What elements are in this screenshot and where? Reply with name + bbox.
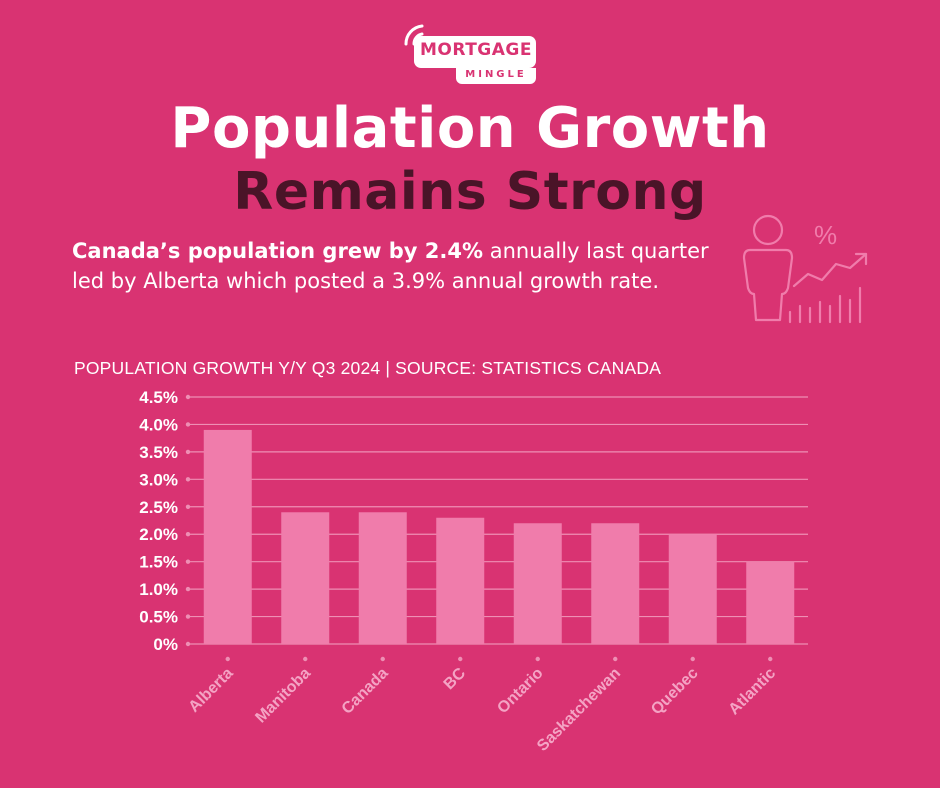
- bar: [513, 523, 562, 644]
- y-tick-label: 2.5%: [139, 498, 178, 517]
- y-tick-dot: [185, 559, 191, 564]
- y-tick-dot: [185, 449, 191, 455]
- logo-main-text: MORTGAGE: [420, 40, 532, 60]
- x-tick-label: Canada: [339, 665, 392, 718]
- intro-highlight: Canada’s population grew by 2.4%: [72, 239, 484, 263]
- x-tick-label: Manitoba: [252, 665, 314, 727]
- y-tick-label: 1.5%: [139, 553, 178, 572]
- y-tick-dot: [185, 422, 191, 427]
- logo-sub-text: MINGLE: [465, 69, 527, 80]
- y-tick-label: 4.5%: [139, 388, 178, 407]
- bar: [281, 512, 330, 644]
- person-head-icon: [752, 214, 784, 246]
- chart-bars: [203, 429, 795, 644]
- x-tick-label: Quebec: [648, 665, 702, 719]
- x-tick-label: BC: [441, 664, 470, 693]
- x-tick-dot: [458, 656, 463, 662]
- chart-x-axis: Alberta Manitoba Canada BC OntarioSaskatchew…: [186, 656, 780, 755]
- x-tick-dot: [613, 656, 618, 662]
- person-body-icon: [742, 248, 794, 322]
- chart-title: POPULATION GROWTH Y/Y Q3 2024 | SOURCE: …: [74, 358, 662, 378]
- y-tick-label: 0.5%: [139, 608, 178, 627]
- trend-line-icon: [792, 252, 868, 288]
- logo-badge: [414, 36, 536, 68]
- trend-arrow-icon: [854, 252, 868, 266]
- x-tick-dot: [303, 656, 308, 662]
- x-tick-dot: [380, 656, 385, 662]
- logo-sub-badge: [456, 68, 536, 84]
- person-growth-chart-icon: %: [742, 214, 868, 324]
- y-tick-label: 1.0%: [139, 580, 178, 599]
- bar: [436, 517, 485, 644]
- x-tick-label: Atlantic: [726, 665, 780, 719]
- intro-rest: annually last quarter led by Alberta whi…: [72, 239, 709, 293]
- x-tick-label: Ontario: [494, 665, 546, 717]
- y-tick-label: 0%: [153, 635, 178, 654]
- y-tick-label: 3.0%: [139, 470, 178, 489]
- x-tick-dot: [535, 656, 540, 662]
- y-tick-dot: [185, 641, 191, 647]
- y-tick-dot: [185, 586, 191, 592]
- y-tick-label: 4.0%: [139, 415, 178, 434]
- y-tick-label: 2.0%: [139, 525, 178, 544]
- bar: [591, 523, 640, 644]
- x-tick-dot: [225, 656, 230, 662]
- headline-line-2: Remains Strong: [233, 162, 707, 222]
- percent-symbol: %: [814, 220, 837, 250]
- bar: [668, 534, 717, 644]
- bar: [358, 512, 407, 644]
- x-tick-label: Saskatchewan: [534, 665, 624, 755]
- x-tick-label: Alberta: [186, 665, 237, 716]
- x-tick-dot: [768, 656, 773, 662]
- headline-line-1: Population Growth: [170, 96, 770, 161]
- y-tick-dot: [185, 477, 191, 482]
- bar: [746, 561, 795, 644]
- intro-paragraph: Canada’s population grew by 2.4% annuall…: [72, 236, 712, 296]
- brand-logo: MORTGAGE MINGLE: [400, 22, 550, 92]
- y-tick-dot: [185, 504, 191, 509]
- y-tick-label: 3.5%: [139, 443, 178, 462]
- y-tick-dot: [185, 532, 191, 537]
- bar: [203, 429, 252, 644]
- y-tick-dot: [185, 614, 191, 619]
- x-tick-dot: [690, 656, 695, 662]
- y-tick-dot: [185, 394, 191, 400]
- chart-y-axis: 0% 0.5% 1.0% 1.5% 2.0% 2.5% 3.0% 3.5% 4.0% 4.5%: [139, 388, 191, 654]
